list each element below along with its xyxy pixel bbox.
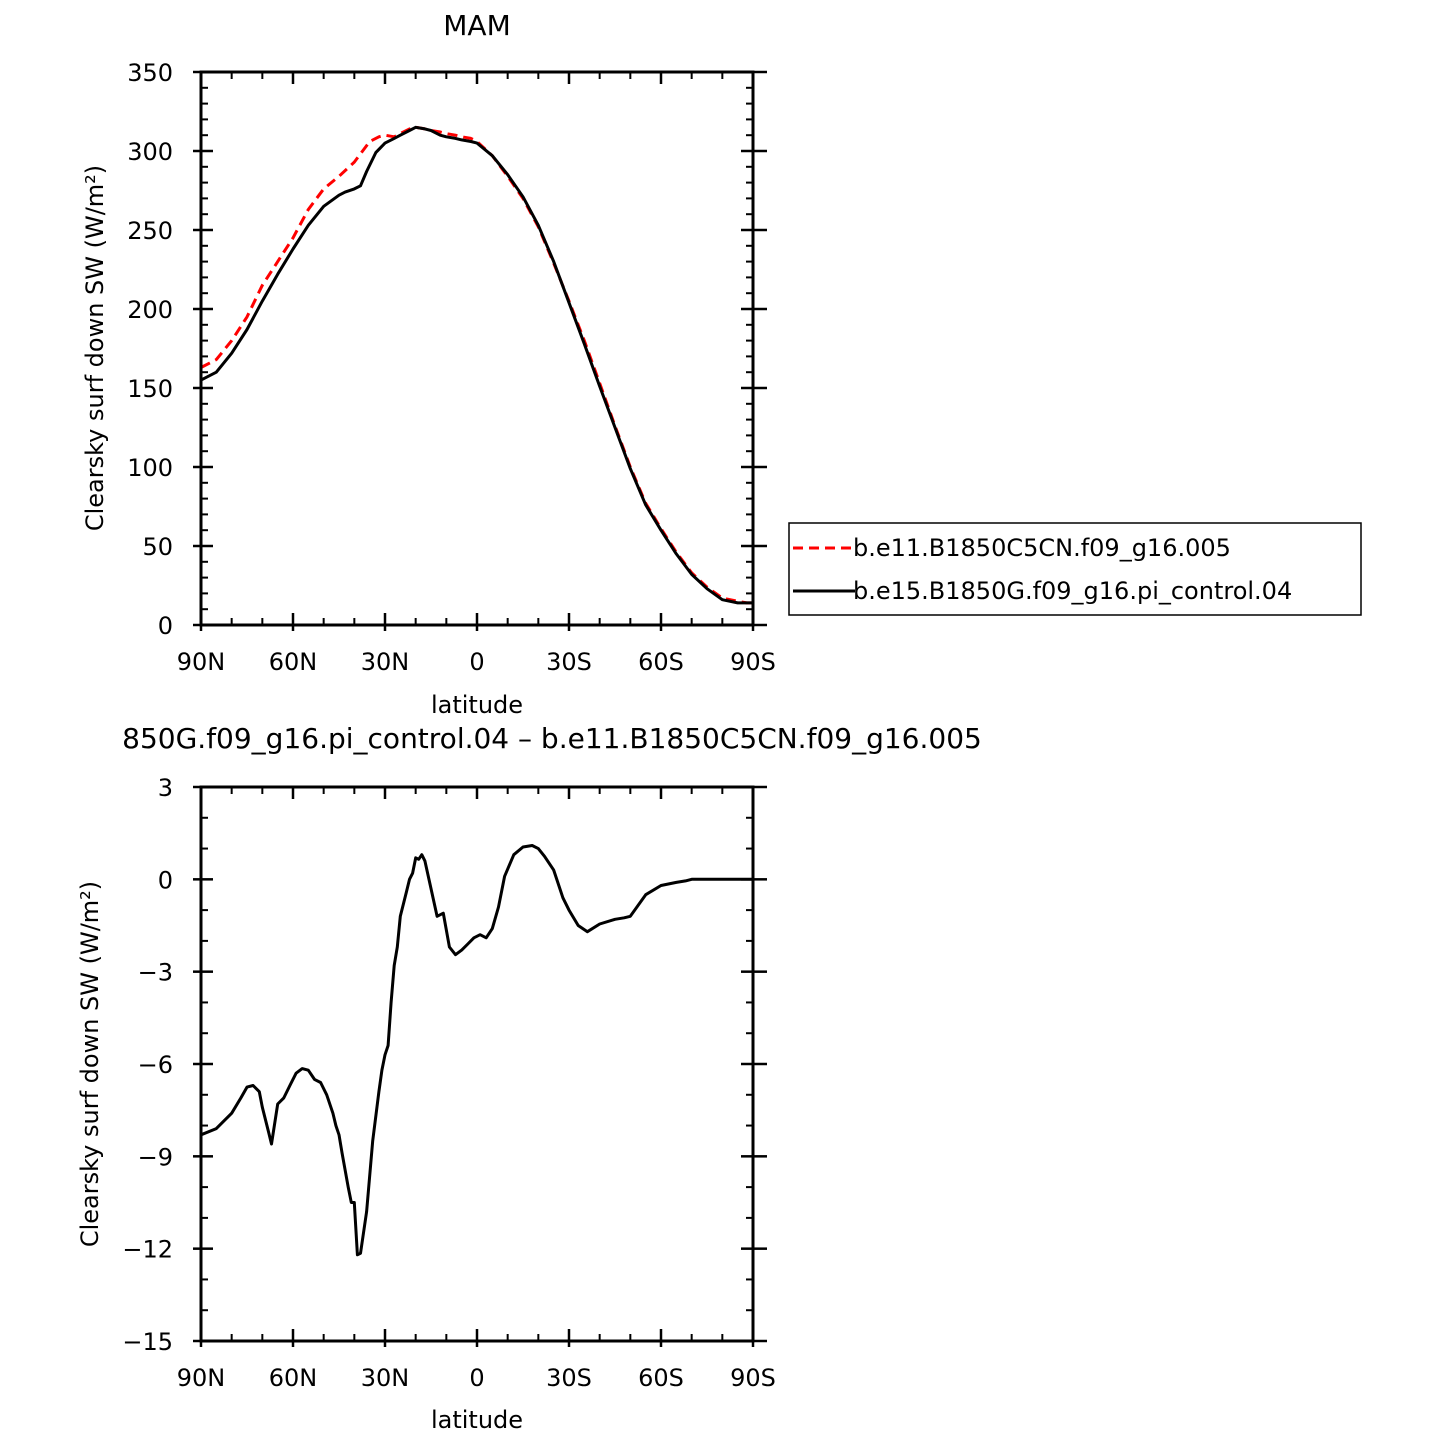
y-tick-label: 0: [158, 612, 173, 640]
y-axis-label: Clearsky surf down SW (W/m²): [76, 881, 104, 1247]
x-tick-label: 60N: [269, 1364, 318, 1392]
y-tick-label: 0: [158, 866, 173, 894]
series-layer: [200, 125, 753, 605]
legend: b.e11.B1850C5CN.f09_g16.005 b.e15.B1850G…: [788, 522, 1362, 616]
y-tick-label: −9: [138, 1143, 173, 1171]
y-tick-label: 200: [127, 296, 173, 324]
legend-entry-series-2: b.e15.B1850G.f09_g16.pi_control.04: [853, 577, 1292, 605]
series-layer: [200, 844, 753, 1257]
y-tick-label: 150: [127, 375, 173, 403]
y-tick-label: 250: [127, 217, 173, 245]
plot-frame: [199, 785, 755, 1343]
bottom-panel: 850G.f09_g16.pi_control.04 – b.e11.B1850…: [76, 722, 982, 1434]
x-tick-label: 0: [469, 1364, 484, 1392]
tick-layer: 90N 60N 30N 0 30S 60S 90S 0 50 100 150 200 250 300 350: [127, 59, 776, 676]
x-axis-label: latitude: [431, 691, 523, 719]
top-panel: MAM 90N 60N 30N 0 30S 60S 90S 0 50 100 150 200 250 30…: [81, 9, 776, 719]
x-tick-label: 60N: [269, 648, 318, 676]
x-tick-label: 30N: [361, 648, 410, 676]
series-line-2: [200, 125, 753, 605]
difference-chart-title: 850G.f09_g16.pi_control.04 – b.e11.B1850…: [122, 722, 982, 755]
x-tick-label: 90N: [177, 1364, 226, 1392]
x-tick-label: 30N: [361, 1364, 410, 1392]
y-tick-label: 100: [127, 454, 173, 482]
x-tick-label: 90N: [177, 648, 226, 676]
tick-layer: 90N 60N 30N 0 30S 60S 90S −15 −12 −9 −6 −3 0 3: [122, 774, 776, 1392]
legend-box: [788, 522, 1362, 616]
y-tick-label: −6: [138, 1051, 173, 1079]
y-axis-label: Clearsky surf down SW (W/m²): [81, 165, 109, 531]
x-tick-label: 60S: [638, 1364, 684, 1392]
x-tick-label: 60S: [638, 648, 684, 676]
y-tick-label: 350: [127, 59, 173, 87]
x-axis-label: latitude: [431, 1406, 523, 1434]
y-tick-label: −12: [122, 1236, 173, 1264]
y-tick-label: 3: [158, 774, 173, 802]
y-tick-label: 50: [142, 533, 173, 561]
x-tick-label: 0: [469, 648, 484, 676]
x-tick-label: 90S: [730, 648, 776, 676]
x-tick-label: 30S: [546, 648, 592, 676]
legend-entry-series-1: b.e11.B1850C5CN.f09_g16.005: [853, 534, 1231, 562]
x-tick-label: 90S: [730, 1364, 776, 1392]
chart-title: MAM: [443, 9, 510, 42]
series-line-1: [200, 125, 753, 605]
series-line-1: [200, 844, 753, 1257]
x-tick-label: 30S: [546, 1364, 592, 1392]
y-tick-label: −15: [122, 1328, 173, 1356]
y-tick-label: −3: [138, 959, 173, 987]
y-tick-label: 300: [127, 138, 173, 166]
